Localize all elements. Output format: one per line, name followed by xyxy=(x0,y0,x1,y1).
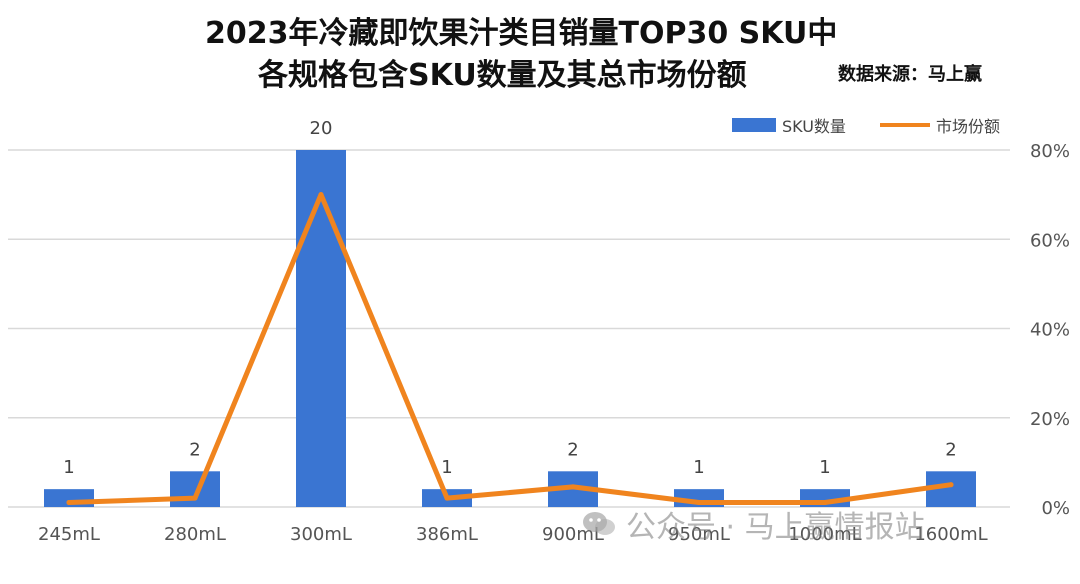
x-tick-label: 245mL xyxy=(38,524,100,545)
bar-data-label: 1 xyxy=(441,457,452,478)
x-tick-label: 300mL xyxy=(290,524,352,545)
market-share-point xyxy=(948,482,954,488)
watermark-text: 公众号 · 马上赢情报站 xyxy=(626,510,925,545)
legend: SKU数量 市场份额 xyxy=(732,117,1000,136)
data-source-note: 数据来源：马上赢 xyxy=(838,64,982,85)
market-share-point xyxy=(66,500,72,506)
line-series-market-share xyxy=(66,192,954,506)
bar-data-label: 1 xyxy=(63,457,74,478)
market-share-point xyxy=(444,495,450,501)
y-tick-label: 40% xyxy=(1030,320,1070,341)
legend-label-market-share: 市场份额 xyxy=(936,117,1000,136)
x-tick-label: 386mL xyxy=(416,524,478,545)
market-share-line xyxy=(66,192,954,505)
bar-data-label: 20 xyxy=(310,118,333,139)
y-tick-label: 20% xyxy=(1030,409,1070,430)
market-share-point xyxy=(192,495,198,501)
bar-data-label: 2 xyxy=(189,439,200,460)
chart-title-line-1: 2023年冷藏即饮果汁类目销量TOP30 SKU中 xyxy=(205,16,838,51)
chart-title-line-2: 各规格包含SKU数量及其总市场份额 xyxy=(258,58,747,93)
x-tick-label: 1000mL xyxy=(788,524,861,545)
market-share-point xyxy=(570,484,576,490)
x-tick-label: 280mL xyxy=(164,524,226,545)
watermark: 公众号 · 马上赢情报站 xyxy=(582,502,925,546)
legend-swatch-sku-count xyxy=(732,118,776,132)
bar-data-label: 1 xyxy=(693,457,704,478)
bar-data-label: 2 xyxy=(945,439,956,460)
bar-300mL xyxy=(296,150,346,507)
market-share-point xyxy=(696,500,702,506)
bar-data-label: 2 xyxy=(567,439,578,460)
bar-data-label: 1 xyxy=(819,457,830,478)
y-tick-label: 0% xyxy=(1041,498,1070,519)
legend-label-sku-count: SKU数量 xyxy=(782,117,846,136)
x-axis: 245mL 280mL 300mL 386mL 900mL 950mL 1000mL 1600… xyxy=(38,524,988,545)
data-labels: 1 2 20 1 2 1 1 2 xyxy=(63,118,956,478)
x-tick-label: 1600mL xyxy=(914,524,987,545)
y-tick-label: 60% xyxy=(1030,230,1070,251)
gridlines xyxy=(8,149,1010,508)
right-y-axis: 0% 20% 40% 60% 80% xyxy=(1030,141,1070,519)
wechat-icon xyxy=(582,510,616,538)
x-tick-label: 950mL xyxy=(668,524,730,545)
bar-280mL xyxy=(170,471,220,507)
y-tick-label: 80% xyxy=(1030,141,1070,162)
market-share-point xyxy=(318,192,324,198)
market-share-point xyxy=(822,500,828,506)
